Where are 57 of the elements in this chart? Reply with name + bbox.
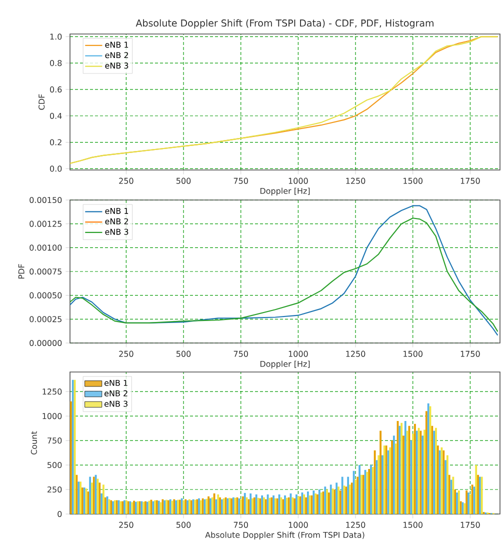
y-tick-label: 0.4 — [50, 112, 62, 119]
y-tick-label: 0.0 — [50, 166, 62, 172]
x-tick-label: 1000 — [288, 178, 308, 184]
x-tick-label: 250 — [119, 178, 134, 184]
x-tick-label: 1500 — [404, 178, 422, 184]
y-tick-label: 0.00000 — [30, 340, 62, 346]
x-tick-label: 1750 — [460, 350, 480, 357]
x-tick-label: 1250 — [346, 350, 366, 357]
x-tick-label: 500 — [176, 350, 191, 357]
x-tick-label: 1750 — [460, 178, 480, 184]
x-tick-label: 1750 — [460, 522, 480, 528]
y-tick-label: 0.00075 — [30, 268, 62, 275]
y-tick-label: 0.00125 — [30, 220, 62, 227]
legend-label: eNB 1 — [105, 42, 128, 48]
x-tick-label: 1500 — [404, 350, 422, 357]
legend-label: eNB 1 — [104, 380, 128, 386]
y-tick-label: 0.00025 — [30, 316, 62, 322]
x-tick-label: 500 — [176, 522, 191, 528]
legend-label: eNB 3 — [104, 400, 128, 407]
y-tick-label: 750 — [48, 438, 62, 444]
x-tick-label: 750 — [234, 350, 248, 357]
legend-label: eNB 2 — [105, 218, 128, 224]
x-tick-label: 750 — [234, 522, 248, 528]
y-tick-label: 1000 — [42, 413, 62, 420]
y-tick-label: 1.0 — [50, 34, 62, 40]
y-tick-label: 0.00150 — [30, 196, 62, 204]
legend-label: eNB 3 — [105, 62, 128, 69]
y-tick-label: 0.00100 — [30, 244, 62, 251]
x-tick-label: 1250 — [346, 522, 366, 528]
y-tick-label: 0.2 — [50, 139, 62, 146]
y-tick-label: 250 — [48, 486, 62, 493]
x-tick-label: 500 — [176, 178, 191, 184]
y-tick-label: 1250 — [42, 388, 62, 395]
x-axis-title: Doppler [Hz] — [260, 188, 310, 196]
chart-title: Absolute Doppler Shift (From TSPI Data) - CDF, PDF, Histogram — [136, 19, 434, 28]
y-axis-title: Count — [30, 431, 37, 454]
y-tick-label: 0 — [58, 510, 62, 518]
x-tick-label: 1000 — [288, 522, 308, 528]
y-tick-label: 0.8 — [50, 60, 62, 66]
x-axis-title: Absolute Doppler Shift (From TSPI Data) — [205, 532, 364, 540]
x-tick-label: 250 — [119, 522, 134, 528]
y-axis-title: PDF — [18, 264, 24, 279]
y-tick-label: 0.6 — [50, 86, 62, 92]
x-tick-label: 250 — [119, 350, 134, 357]
x-axis-title: Doppler [Hz] — [260, 360, 310, 368]
x-tick-label: 750 — [234, 178, 248, 184]
y-tick-label: 500 — [48, 462, 62, 468]
x-tick-label: 1500 — [404, 522, 422, 528]
line-series — [70, 36, 498, 164]
x-tick-label: 1000 — [288, 350, 308, 357]
legend-label: eNB 2 — [105, 52, 128, 58]
legend-label: eNB 2 — [104, 390, 128, 396]
legend-label: eNB 1 — [105, 208, 128, 214]
y-axis-title: CDF — [38, 94, 45, 110]
legend-label: eNB 3 — [105, 228, 128, 235]
x-tick-label: 1250 — [346, 178, 366, 184]
y-tick-label: 0.00050 — [30, 292, 62, 298]
